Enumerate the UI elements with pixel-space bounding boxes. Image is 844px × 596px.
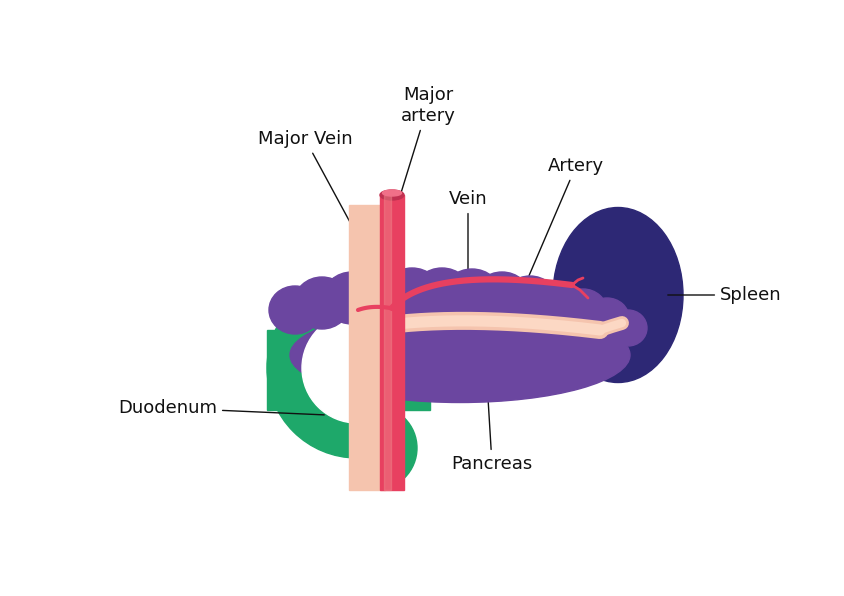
Ellipse shape xyxy=(268,286,321,334)
Bar xyxy=(383,195,391,490)
Wedge shape xyxy=(301,313,356,423)
Ellipse shape xyxy=(382,190,401,196)
Ellipse shape xyxy=(559,289,606,333)
Ellipse shape xyxy=(532,282,583,328)
Ellipse shape xyxy=(322,272,381,324)
Text: Major
artery: Major artery xyxy=(392,86,455,219)
Ellipse shape xyxy=(502,276,556,324)
Bar xyxy=(349,205,385,490)
Ellipse shape xyxy=(294,277,349,329)
Ellipse shape xyxy=(289,308,630,402)
Text: Vein: Vein xyxy=(448,190,487,319)
Wedge shape xyxy=(375,426,397,470)
Ellipse shape xyxy=(473,272,529,322)
Bar xyxy=(380,195,403,490)
Ellipse shape xyxy=(442,269,500,321)
Text: Pancreas: Pancreas xyxy=(451,401,532,473)
Text: Artery: Artery xyxy=(528,157,603,275)
Wedge shape xyxy=(375,406,416,490)
Text: Spleen: Spleen xyxy=(667,286,781,304)
Bar xyxy=(394,330,430,410)
Ellipse shape xyxy=(552,207,682,383)
Ellipse shape xyxy=(382,268,441,320)
Bar xyxy=(267,330,301,410)
Ellipse shape xyxy=(584,298,628,338)
Ellipse shape xyxy=(413,268,470,320)
Text: Major Vein: Major Vein xyxy=(257,130,362,246)
Ellipse shape xyxy=(380,190,403,200)
Ellipse shape xyxy=(609,310,647,346)
Text: Duodenum: Duodenum xyxy=(118,399,324,417)
Ellipse shape xyxy=(353,269,410,321)
Wedge shape xyxy=(267,278,356,458)
